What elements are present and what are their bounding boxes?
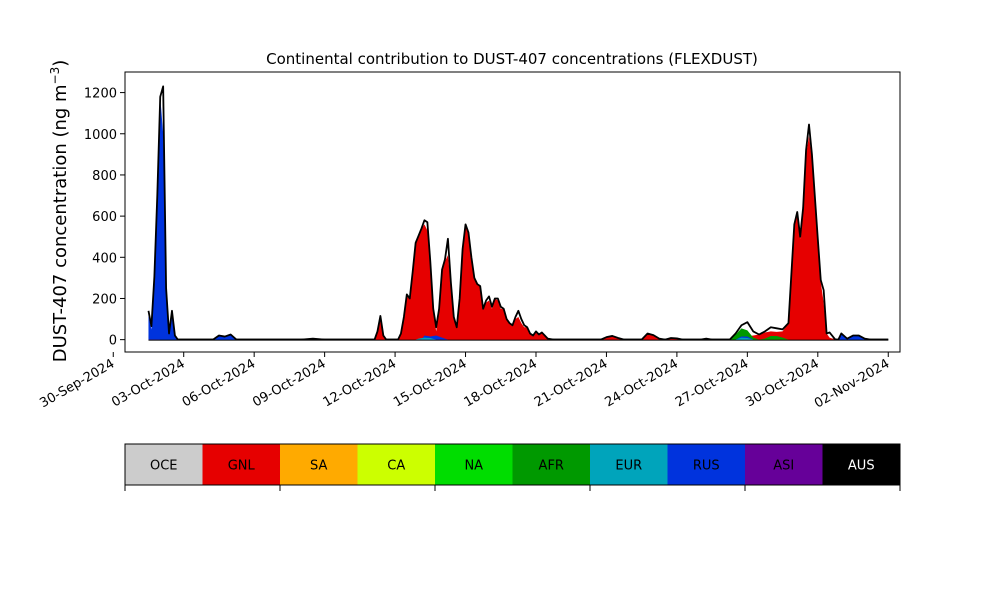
colorbar-swatch-eur [590, 444, 668, 485]
colorbar-swatch-ca [357, 444, 435, 485]
colorbar-label-aus: AUS [848, 459, 875, 474]
chart-title: Continental contribution to DUST-407 con… [266, 50, 758, 68]
colorbar-swatch-oce [125, 444, 203, 485]
y-axis-label-unit-exponent: −3 [48, 67, 62, 85]
y-tick-label: 1200 [84, 87, 117, 102]
colorbar-frame [124, 443, 901, 486]
y-axis: 0 200 400 600 800 1000 1200 [84, 87, 125, 349]
colorbar-label-rus: RUS [693, 459, 720, 474]
colorbar-swatch-sa [280, 444, 358, 485]
colorbar-label-oce: OCE [150, 459, 178, 474]
colorbar-label-sa: SA [310, 459, 327, 474]
y-axis-label: DUST-407 concentration (ng m−3) [48, 60, 71, 363]
colorbar-label-na: NA [464, 459, 483, 474]
colorbar-swatch-asi [745, 444, 823, 485]
y-tick-label: 200 [92, 292, 117, 307]
y-tick-label: 0 [109, 334, 117, 349]
plot-area [147, 85, 889, 341]
y-tick-label: 400 [92, 251, 117, 266]
y-axis-label-close: ) [50, 60, 71, 67]
colorbar-label-eur: EUR [615, 459, 642, 474]
y-tick-label: 800 [92, 169, 117, 184]
colorbar-label-ca: CA [387, 459, 405, 474]
colorbar-swatch-gnl [202, 444, 280, 485]
plot-frame [124, 71, 901, 353]
y-tick-label: 600 [92, 210, 117, 225]
colorbar-swatch-na [435, 444, 513, 485]
total-outline [147, 85, 889, 341]
colorbar-label-afr: AFR [539, 459, 564, 474]
y-axis-label-main: DUST-407 concentration (ng m [50, 84, 71, 362]
colorbar-label-asi: ASI [773, 459, 794, 474]
colorbar-label-gnl: GNL [228, 459, 256, 474]
colorbar-swatch-rus [667, 444, 745, 485]
y-tick-label: 1000 [84, 128, 117, 143]
source-region-colorbar: OCE GNL SA CA NA AFR EUR RUS ASI AUS [124, 443, 901, 491]
colorbar-swatch-afr [512, 444, 590, 485]
colorbar-swatch-aus [822, 444, 900, 485]
